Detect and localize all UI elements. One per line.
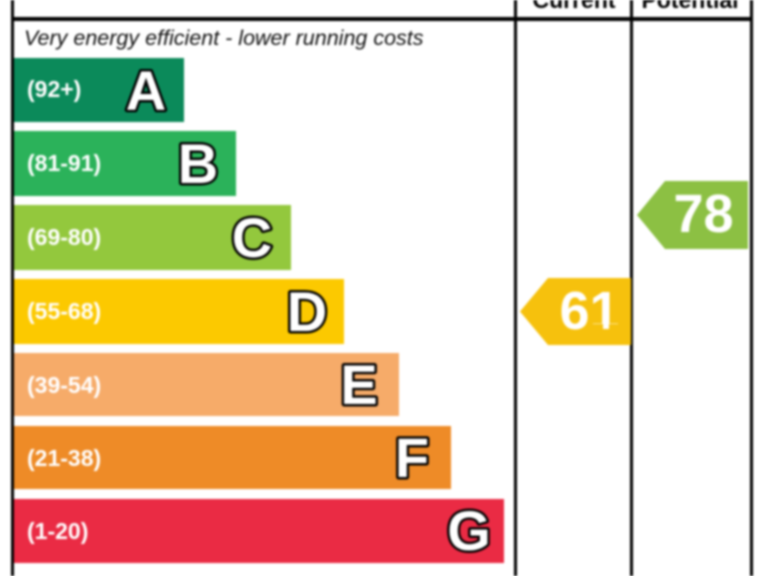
svg-text:A: A [126,59,166,122]
svg-text:C: C [232,206,272,269]
svg-text:D: D [287,280,327,343]
svg-text:B: B [178,132,218,195]
svg-text:E: E [340,353,377,416]
svg-text:F: F [395,426,429,489]
svg-text:G: G [447,499,491,562]
